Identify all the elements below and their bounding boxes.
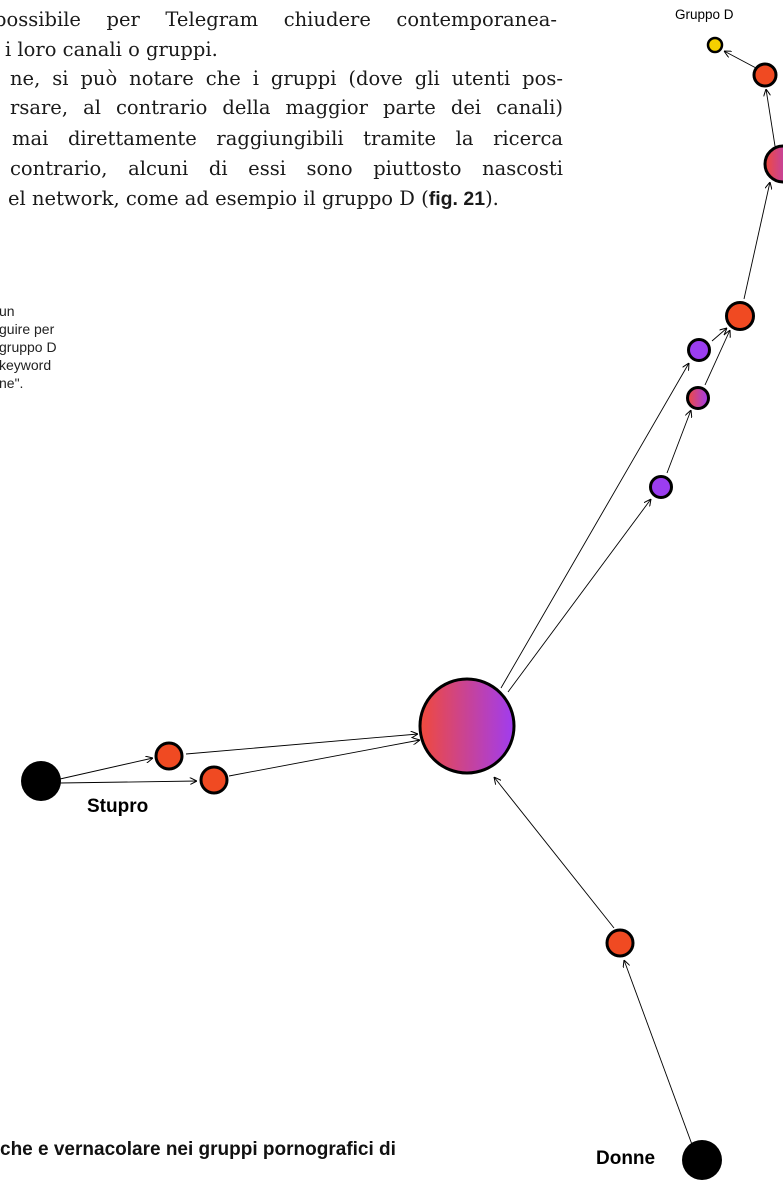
body-text-line-6: contrario, alcuni di essi sono piuttosto… — [10, 157, 563, 180]
edge-purple-2-to-gradient-small — [666, 410, 691, 474]
side-caption-line-2: guire per — [0, 321, 55, 337]
body-text-line-7: el network, come ad esempio il gruppo D … — [8, 189, 499, 210]
side-caption-line-4: keyword — [0, 357, 52, 373]
node-stupro — [21, 761, 61, 801]
node-gradient-small — [686, 386, 710, 410]
node-donne — [682, 1140, 722, 1180]
edge-hub-to-purple-2 — [507, 499, 651, 693]
label-donne: Donne — [596, 1148, 656, 1169]
edge-purple-1-to-orange-mid — [711, 328, 727, 342]
node-purple-2 — [649, 475, 673, 499]
node-orange-top — [752, 62, 778, 88]
node-orange-a — [154, 741, 184, 771]
node-hub — [418, 677, 516, 775]
node-purple-1 — [687, 338, 711, 362]
node-orange-b — [199, 765, 229, 795]
edge-gradient-large-to-orange-top — [766, 89, 776, 147]
graph-nodes — [21, 36, 783, 1180]
edge-stupro-to-node-b — [59, 781, 197, 783]
edge-orange-mid-to-gradient-large — [743, 182, 770, 300]
edge-hub-to-purple-1 — [500, 363, 689, 689]
label-stupro: Stupro — [87, 796, 149, 817]
edge-gradient-small-to-orange-mid — [704, 330, 730, 386]
edge-node-b-to-hub — [228, 740, 420, 777]
edge-node-a-to-hub — [185, 734, 418, 755]
body-text-line-7-prefix: el network, come ad esempio il gruppo D … — [8, 187, 429, 210]
node-gruppo-d — [706, 36, 724, 54]
node-orange-mid — [725, 301, 755, 331]
side-caption-line-1: un — [0, 303, 15, 319]
figure-reference: fig. 21 — [428, 188, 486, 210]
body-text-line-2: i loro canali o gruppi. — [5, 38, 218, 61]
edge-stupro-to-node-a — [59, 758, 153, 780]
body-text-line-1: possibile per Telegram chiudere contempo… — [0, 8, 557, 31]
label-gruppo-d: Gruppo D — [675, 7, 734, 22]
graph-edges — [59, 51, 776, 1151]
edge-node-c-to-hub — [494, 777, 615, 929]
body-text-line-5: mai direttamente raggiungibili tramite l… — [12, 127, 563, 150]
body-text-line-7-suffix: ). — [485, 187, 499, 210]
edge-orange-top-to-gruppo-d — [724, 51, 757, 69]
node-gradient-large — [763, 144, 783, 184]
body-text-line-4: rsare, al contrario della maggior parte … — [10, 96, 563, 119]
body-text-line-3: ne, si può notare che i gruppi (dove gli… — [10, 67, 563, 90]
edge-donne-to-node-c — [624, 960, 695, 1151]
node-orange-c — [605, 928, 635, 958]
side-caption-line-3: gruppo D — [0, 339, 57, 355]
side-caption-line-5: ne". — [0, 375, 24, 391]
figure-title: che e vernacolare nei gruppi pornografic… — [0, 1139, 396, 1160]
